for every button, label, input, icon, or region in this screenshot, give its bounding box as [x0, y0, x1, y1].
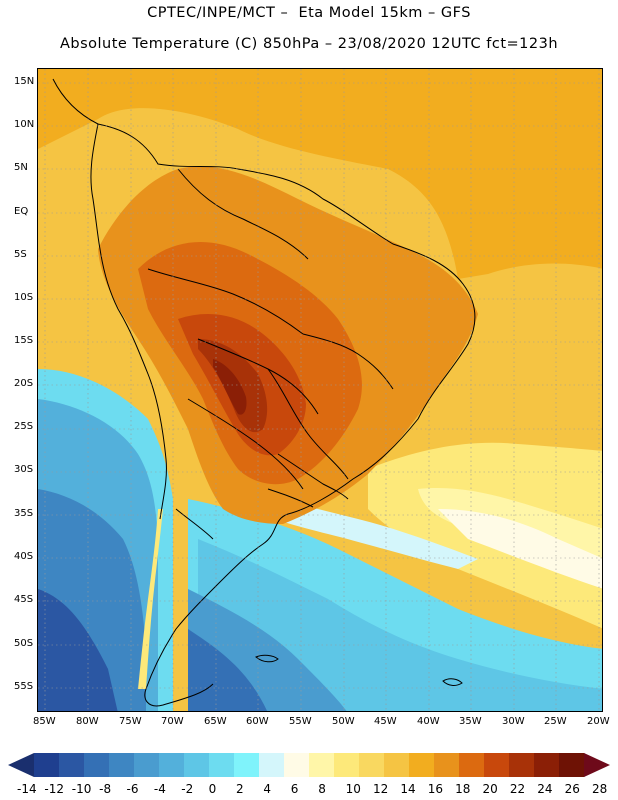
- colorbar-segment: [59, 753, 85, 777]
- colorbar-segment: [34, 753, 60, 777]
- lon-label-20W: 20W: [587, 716, 610, 727]
- lat-label-5S: 5S: [14, 249, 27, 260]
- lat-label-15N: 15N: [14, 76, 35, 87]
- colorbar-label: -6: [126, 782, 139, 796]
- colorbar-segment: [234, 753, 260, 777]
- colorbar-segment: [259, 753, 285, 777]
- colorbar-segment: [309, 753, 335, 777]
- colorbar-label: 18: [455, 782, 471, 796]
- colorbar-label: -14: [17, 782, 37, 796]
- chart-title-line2: Absolute Temperature (C) 850hPa – 23/08/…: [59, 36, 559, 52]
- colorbar-segment: [459, 753, 485, 777]
- colorbar-label: 28: [592, 782, 608, 796]
- lon-label-45W: 45W: [374, 716, 397, 727]
- colorbar-label: 20: [482, 782, 498, 796]
- colorbar-label: 12: [372, 782, 389, 796]
- colorbar-label: 6: [290, 782, 299, 796]
- lat-label-20S: 20S: [14, 378, 34, 389]
- colorbar-segment: [84, 753, 110, 777]
- colorbar-label: 24: [537, 782, 553, 796]
- colorbar-label: 26: [564, 782, 580, 796]
- colorbar-segment: [384, 753, 410, 777]
- lon-label-30W: 30W: [502, 716, 525, 727]
- lat-label-55S: 55S: [14, 681, 34, 692]
- lat-label-EQ: EQ: [14, 206, 29, 217]
- colorbar-label: -2: [181, 782, 194, 796]
- lon-label-85W: 85W: [33, 716, 56, 727]
- colorbar-label: -10: [71, 782, 92, 796]
- colorbar-label: -8: [99, 782, 112, 796]
- colorbar-label: 14: [400, 782, 416, 796]
- lat-label-15S: 15S: [14, 335, 34, 346]
- colorbar-segment: [409, 753, 435, 777]
- lat-label-50S: 50S: [14, 638, 34, 649]
- colorbar-label: 0: [208, 782, 217, 796]
- lon-label-80W: 80W: [76, 716, 99, 727]
- colorbar-label: 10: [345, 782, 361, 796]
- colorbar-label: 22: [509, 782, 526, 796]
- lat-label-10S: 10S: [14, 292, 34, 303]
- colorbar-segment: [284, 753, 310, 777]
- colorbar-label: -12: [44, 782, 64, 796]
- lon-label-55W: 55W: [289, 716, 312, 727]
- colorbar-segment: [559, 753, 585, 777]
- colorbar-segment: [534, 753, 560, 777]
- lon-label-35W: 35W: [459, 716, 482, 727]
- colorbar-segment: [334, 753, 360, 777]
- lat-label-35S: 35S: [14, 508, 34, 519]
- lat-label-30S: 30S: [14, 464, 34, 475]
- temperature-field-map: [38, 69, 602, 711]
- lon-label-75W: 75W: [119, 716, 142, 727]
- colorbar-segment: [109, 753, 135, 777]
- chart-title-line1: CPTEC/INPE/MCT – Eta Model 15km – GFS: [147, 5, 471, 21]
- colorbar-segment: [434, 753, 460, 777]
- colorbar-segment: [359, 753, 385, 777]
- colorbar-segment: [159, 753, 185, 777]
- colorbar-segment: [209, 753, 235, 777]
- colorbar-label: 2: [236, 782, 244, 796]
- lon-label-40W: 40W: [417, 716, 440, 727]
- map-panel: [37, 68, 603, 712]
- lat-label-40S: 40S: [14, 551, 34, 562]
- colorbar-segment: [184, 753, 210, 777]
- colorbar-segment: [484, 753, 510, 777]
- lon-label-65W: 65W: [204, 716, 227, 727]
- colorbar-label: 4: [263, 782, 272, 796]
- colorbar-arrow-left: [8, 753, 34, 777]
- lon-label-60W: 60W: [246, 716, 269, 727]
- lat-label-25S: 25S: [14, 421, 34, 432]
- lon-label-50W: 50W: [332, 716, 355, 727]
- colorbar: [8, 753, 610, 777]
- colorbar-segment: [509, 753, 535, 777]
- lon-label-70W: 70W: [161, 716, 184, 727]
- colorbar-label: -4: [153, 782, 166, 796]
- lon-label-25W: 25W: [544, 716, 567, 727]
- colorbar-label: 16: [427, 782, 443, 796]
- lat-label-10N: 10N: [14, 119, 35, 130]
- colorbar-arrow-right: [584, 753, 610, 777]
- lat-label-5N: 5N: [14, 162, 28, 173]
- lat-label-45S: 45S: [14, 594, 34, 605]
- colorbar-label: 8: [318, 782, 326, 796]
- colorbar-segment: [134, 753, 160, 777]
